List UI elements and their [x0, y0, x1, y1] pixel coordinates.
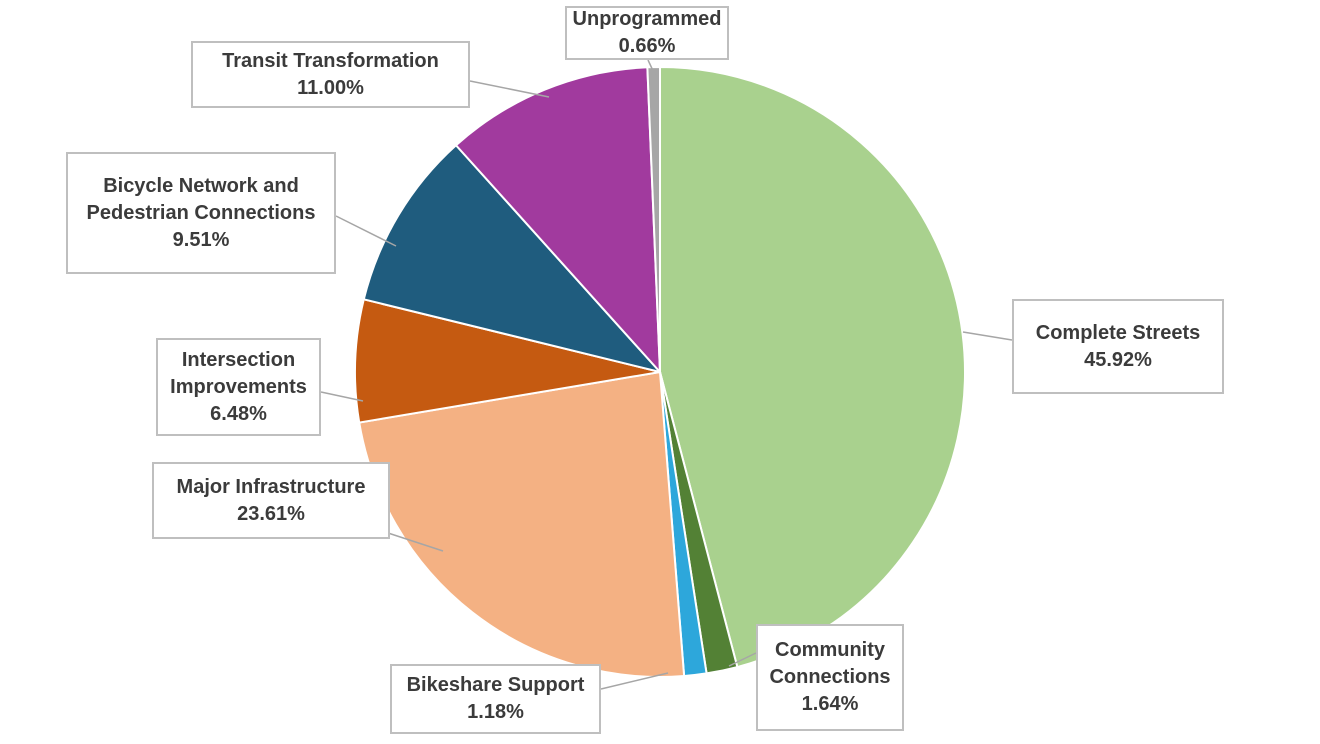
leader-line-major-infrastructure	[384, 531, 444, 552]
leader-line-intersection-improvements	[320, 391, 364, 402]
callout-percent: 6.48%	[210, 402, 267, 425]
pie-slice-major-infrastructure[interactable]	[358, 371, 686, 678]
pie-slice-transit-transformation[interactable]	[455, 66, 661, 373]
leader-line-bicycle-network-and-pedestrian-connections	[335, 215, 397, 247]
callout-bikeshare-support: Bikeshare Support 1.18%	[390, 664, 601, 734]
callout-community-connections: Community Connections 1.64%	[756, 624, 904, 731]
leader-line-bikeshare-support	[600, 672, 669, 690]
callout-percent: 1.64%	[801, 693, 859, 715]
callout-percent: 0.66%	[618, 35, 676, 57]
pie-slice-unprogrammed[interactable]	[646, 65, 661, 373]
callout-percent: 23.61%	[237, 502, 305, 525]
callout-label: Improvements	[170, 375, 307, 398]
callout-label: Connections	[769, 666, 891, 688]
callout-unprogrammed: Unprogrammed 0.66%	[565, 6, 729, 60]
pie-slice-intersection-improvements[interactable]	[354, 298, 661, 424]
callout-major-infrastructure: Major Infrastructure 23.61%	[152, 462, 390, 539]
callout-percent: 11.00%	[297, 76, 364, 99]
leader-line-transit-transformation	[469, 80, 550, 98]
leader-line-complete-streets	[962, 331, 1013, 341]
callout-bicycle-network-and-pedestrian-connections: Bicycle Network and Pedestrian Connectio…	[66, 152, 336, 274]
callout-label: Complete Streets	[1035, 321, 1201, 344]
callout-label: Pedestrian Connections	[86, 201, 316, 224]
callout-percent: 45.92%	[1084, 348, 1152, 371]
pie-slice-complete-streets[interactable]	[659, 66, 966, 669]
callout-label: Transit Transformation	[222, 49, 439, 72]
leader-line-unprogrammed	[647, 59, 656, 76]
callout-label: Intersection	[181, 348, 296, 371]
callout-label: Community	[775, 639, 885, 661]
callout-transit-transformation: Transit Transformation 11.00%	[191, 41, 470, 108]
callout-label: Major Infrastructure	[176, 475, 366, 498]
callout-label: Unprogrammed	[572, 8, 722, 30]
callout-intersection-improvements: Intersection Improvements 6.48%	[156, 338, 321, 436]
callout-complete-streets: Complete Streets 45.92%	[1012, 299, 1224, 394]
callout-label: Bicycle Network and	[103, 174, 299, 197]
pie-slice-bicycle-network-and-pedestrian-connections[interactable]	[362, 144, 661, 373]
callout-percent: 9.51%	[172, 228, 230, 251]
leader-line-community-connections	[728, 652, 757, 667]
callout-percent: 1.18%	[467, 701, 524, 723]
callout-label: Bikeshare Support	[406, 674, 585, 696]
